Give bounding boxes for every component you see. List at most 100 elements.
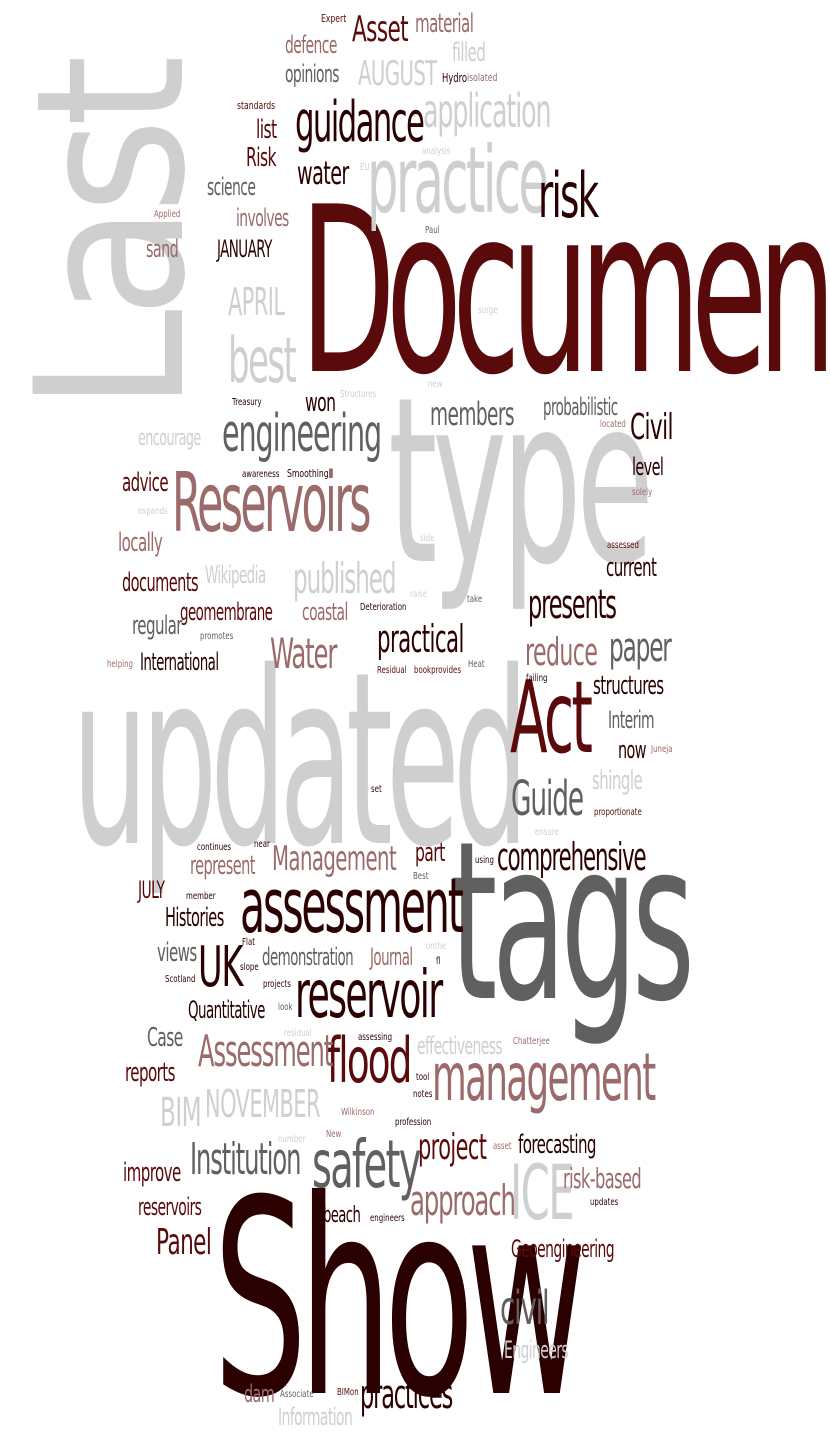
- word-filled: filled: [452, 38, 486, 68]
- word-number: number: [278, 1134, 306, 1145]
- word-associate: Associate: [280, 1389, 314, 1400]
- word-bim: BIM: [160, 1090, 202, 1136]
- word-heat: Heat: [468, 659, 485, 670]
- word-tags: tags: [450, 794, 695, 1050]
- word-profession: profession: [395, 1117, 432, 1128]
- word-wikipedia: Wikipedia: [205, 561, 266, 589]
- word-members: members: [430, 395, 515, 433]
- word-regular: regular: [132, 611, 182, 641]
- word-continues: continues: [197, 842, 232, 853]
- word-smoothing: Smoothing: [287, 467, 329, 480]
- word-chatterjee: Chatterjee: [513, 1036, 550, 1047]
- word-residual: Residual: [377, 665, 407, 676]
- word-safety: safety: [312, 1126, 421, 1203]
- word-institution: Institution: [190, 1134, 301, 1185]
- word-projects: projects: [263, 979, 291, 990]
- word-engineers-2: engineers: [370, 1213, 405, 1224]
- word-january: JANUARY: [217, 235, 272, 263]
- word-ensure: ensure: [535, 827, 559, 838]
- word-civil-2: Civil: [630, 407, 673, 448]
- word-journal: Journal: [370, 943, 413, 971]
- word-new: new: [428, 379, 443, 390]
- word-water: Water: [270, 629, 337, 678]
- word-risk-2: Risk: [246, 143, 277, 173]
- word-assessment-2: Assessment: [198, 1026, 333, 1077]
- word-presents: presents: [528, 582, 617, 628]
- word-opinions: opinions: [285, 60, 339, 88]
- word-case: Case: [147, 1023, 183, 1053]
- word-management-2: Management: [272, 839, 397, 879]
- word-side: side: [420, 533, 435, 544]
- word-material: material: [415, 9, 474, 39]
- word-practices: practices: [360, 1372, 453, 1418]
- word-asset: Asset: [352, 9, 409, 50]
- word-assessment: assessment: [240, 861, 464, 950]
- word-august: AUGUST: [358, 54, 437, 94]
- word-improve: improve: [123, 1158, 181, 1188]
- word-wilkinson: Wilkinson: [341, 1107, 375, 1118]
- word-act: Act: [510, 659, 593, 776]
- word-geoengineering: Geoengineering: [511, 1235, 615, 1263]
- word-list: list: [256, 115, 277, 145]
- word-reservoirs-2: reservoirs: [138, 1193, 202, 1221]
- word-involves: involves: [236, 204, 289, 232]
- word-views: views: [157, 938, 197, 968]
- word-structures-2: Structures: [340, 389, 377, 400]
- word-flood: flood: [327, 1024, 412, 1097]
- word-level: level: [632, 453, 664, 481]
- word-current: current: [606, 553, 657, 583]
- word-guidance: guidance: [295, 90, 425, 155]
- word-effectiveness: effectiveness: [417, 1032, 503, 1060]
- word-shingle: shingle: [592, 766, 643, 796]
- word-applied: Applied: [154, 209, 181, 220]
- word-new-2: New: [326, 1129, 342, 1140]
- word-science: science: [207, 173, 256, 201]
- word-probabilistic: probabilistic: [543, 393, 618, 421]
- word-civil: civil: [500, 1281, 550, 1335]
- word-assessing: assessing: [358, 1032, 393, 1043]
- word-set: set: [371, 784, 382, 795]
- word-using: using: [475, 855, 494, 866]
- word-management: management: [432, 1039, 656, 1116]
- word-near: near: [254, 839, 270, 850]
- word-best-2: Best: [413, 871, 429, 882]
- word-raise: raise: [410, 589, 428, 600]
- word-published: published: [293, 554, 397, 603]
- word-surge: surge: [478, 305, 498, 316]
- word-analysis: analysis: [422, 146, 451, 157]
- word-tool: tool: [416, 1072, 430, 1083]
- word-residual-2: residual: [284, 1028, 312, 1039]
- word-information: Information: [278, 1403, 353, 1431]
- word-comprehensive: comprehensive: [497, 835, 647, 879]
- word-water-2: water: [297, 154, 349, 192]
- word-project: project: [418, 1127, 487, 1168]
- word-forecasting: forecasting: [518, 1130, 597, 1160]
- word-slope: slope: [240, 962, 259, 973]
- word-member: member: [186, 891, 216, 902]
- word-engineering: engineering: [222, 404, 382, 464]
- word-take: take: [467, 594, 483, 605]
- word-promotes: promotes: [200, 631, 234, 642]
- word-reservoir: reservoir: [295, 956, 443, 1033]
- word-international: International: [140, 648, 219, 676]
- word-standards: standards: [237, 99, 276, 112]
- word-bimon: BIMon: [337, 1387, 359, 1398]
- word-updates: updates: [590, 1197, 619, 1208]
- word-engineers: Engineers: [504, 1336, 569, 1364]
- word-helping: helping: [107, 659, 133, 670]
- word-structures: structures: [593, 671, 664, 701]
- word-quantitative: Quantitative: [188, 996, 265, 1024]
- word-histories: Histories: [165, 903, 224, 933]
- word-coastal: coastal: [302, 598, 348, 626]
- word-demonstration: demonstration: [262, 943, 354, 971]
- word-practice: practice: [367, 127, 549, 234]
- word-proportionate: proportionate: [594, 807, 642, 818]
- word-updated: updated: [72, 620, 529, 900]
- word-expands: expands: [138, 506, 168, 517]
- word-paul: Paul: [425, 225, 440, 236]
- word-approach: approach: [410, 1176, 516, 1225]
- word-won: won: [305, 388, 336, 418]
- word-juneja: Juneja: [651, 744, 673, 755]
- word-look: look: [278, 1002, 293, 1013]
